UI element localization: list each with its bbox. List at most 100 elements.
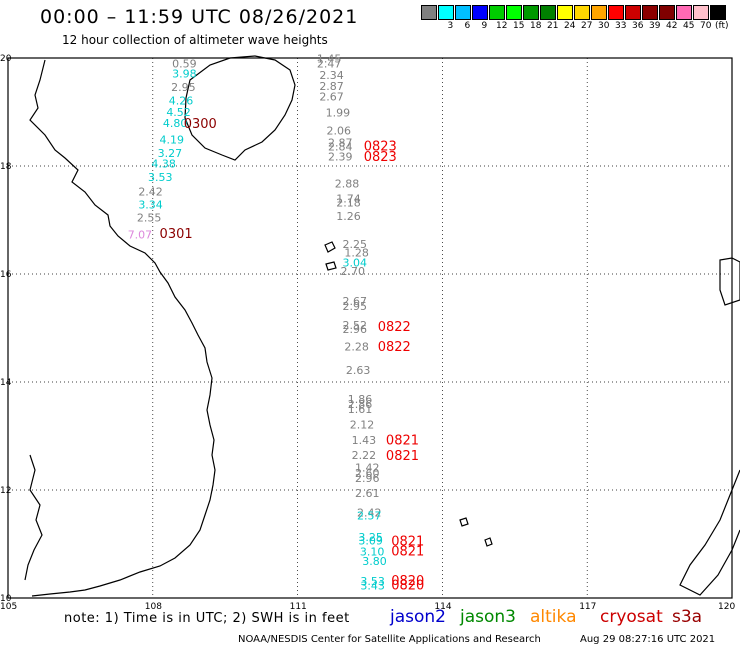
swh-value-label: 3.09 (358, 535, 383, 548)
colorbar-tick-label: 9 (481, 21, 488, 31)
longitude-label: 117 (579, 602, 596, 612)
swh-value-label: 3.53 (360, 575, 385, 588)
coastline (24, 55, 740, 597)
colorbar-swatch (438, 5, 454, 20)
swh-value-label: 3.25 (358, 531, 383, 544)
swh-value-label: 4.26 (169, 94, 194, 107)
colorbar-swatch (625, 5, 641, 20)
swh-value-label: 2.47 (317, 58, 342, 71)
colorbar-swatch (608, 5, 624, 20)
colorbar-swatch (642, 5, 658, 20)
swh-value-label: 2.87 (328, 137, 353, 150)
swh-value-label: 2.06 (327, 125, 352, 138)
swh-value-label: 2.12 (350, 418, 375, 431)
swh-value-label: 2.61 (355, 487, 380, 500)
generated-timestamp: Aug 29 08:27:16 UTC 2021 (580, 634, 716, 645)
swh-value-label: 2.52 (342, 319, 367, 332)
colorbar-tick-label: 21 (547, 21, 559, 31)
colorbar-swatch (693, 5, 709, 20)
pass-time-label: 0821 (386, 434, 419, 449)
longitude-label: 105 (0, 602, 17, 612)
page-subtitle: 12 hour collection of altimeter wave hei… (62, 33, 328, 47)
swh-value-label: 1.43 (352, 434, 377, 447)
swh-value-label: 2.60 (355, 467, 380, 480)
longitude-label: 114 (434, 602, 451, 612)
pass-time-label: 0821 (391, 544, 424, 559)
swh-value-label: 3.27 (158, 147, 183, 160)
colorbar-tick-label: 6 (464, 21, 471, 31)
colorbar-tick-label: 27 (581, 21, 593, 31)
swh-value-label: 3.98 (172, 67, 197, 80)
swh-value-label: 1.42 (355, 462, 380, 475)
pass-time-label: 0821 (386, 449, 419, 464)
colorbar-tick-label: 12 (496, 21, 508, 31)
colorbar-tick-label: 39 (649, 21, 661, 31)
colorbar-tick-label: 24 (564, 21, 576, 31)
swh-value-label: 3.04 (342, 256, 367, 269)
colorbar-swatch (472, 5, 488, 20)
colorbar-tick-label: 30 (598, 21, 610, 31)
cambodia-coastline (24, 454, 43, 581)
pass-time-label: 0820 (391, 578, 424, 593)
swh-value-label: 4.38 (151, 158, 176, 171)
colorbar-swatch (710, 5, 726, 20)
longitude-label: 120 (718, 602, 735, 612)
satellite-legend-item: cryosat (600, 607, 663, 627)
swh-value-label: 3.43 (360, 579, 385, 592)
hainan-coastline (184, 55, 296, 161)
colorbar-tick-label: 42 (666, 21, 678, 31)
spratly-island (484, 537, 493, 547)
swh-value-label: 2.87 (319, 80, 344, 93)
swh-value-label: 4.80 (163, 117, 188, 130)
swh-value-label: 2.39 (328, 151, 353, 164)
swh-value-label: 2.28 (344, 341, 369, 354)
swh-value-label: 2.42 (138, 186, 163, 199)
colorbar-swatch (659, 5, 675, 20)
satellite-legend-item: jason2 (390, 607, 446, 627)
pass-time-label: 0820 (391, 574, 424, 589)
swh-value-label: 2.84 (328, 140, 353, 153)
pass-time-label: 0823 (364, 139, 397, 154)
colorbar-swatch (574, 5, 590, 20)
map-frame (7, 57, 733, 599)
paracel-island (325, 261, 337, 271)
colorbar-swatch (676, 5, 692, 20)
colorbar-tick-label: 18 (530, 21, 542, 31)
colorbar-labels: 3 6 9 12 15 18 21 24 27 30 33 36 39 42 45 70 (ft) (421, 21, 740, 33)
swh-value-label: 2.42 (357, 506, 382, 519)
spratly-island (459, 517, 469, 527)
pass-time-label: 0300 (184, 117, 217, 132)
swh-value-label: 3.34 (138, 199, 163, 212)
palawan-coastline (679, 469, 740, 596)
units-note: note: 1) Time is in UTC; 2) SWH is in fe… (64, 611, 350, 626)
credit-line: NOAA/NESDIS Center for Satellite Applica… (238, 634, 541, 645)
swh-value-label: 2.63 (346, 364, 371, 377)
pass-time-label: 0822 (378, 320, 411, 335)
page-title: 00:00 – 11:59 UTC 08/26/2021 (40, 6, 359, 28)
satellite-legend-item: s3a (672, 607, 703, 627)
satellite-legend-item: altika (530, 607, 577, 627)
swh-value-label: 1.26 (336, 210, 361, 223)
colorbar-tick-label: 33 (615, 21, 627, 31)
swh-value-label: 3.53 (148, 171, 173, 184)
swh-value-label: 2.95 (342, 300, 367, 313)
swh-value-label: 1.99 (326, 106, 351, 119)
latitude-label: 18 (0, 162, 12, 172)
longitude-label: 108 (145, 602, 162, 612)
longitude-label: 111 (290, 602, 307, 612)
swh-value-label: 3.10 (360, 545, 385, 558)
pass-times: 0300030108230823082208220821082108210821… (160, 117, 425, 593)
pass-time-label: 0822 (378, 340, 411, 355)
swh-value-label: 1.61 (348, 403, 373, 416)
pass-time-label: 0821 (391, 535, 424, 550)
colorbar-units: (ft) (715, 21, 729, 31)
swh-value-label: 7.07 (128, 228, 152, 241)
swh-value-label: 2.88 (335, 178, 360, 191)
swh-value-label: 2.57 (357, 510, 382, 523)
colorbar-swatch (523, 5, 539, 20)
colorbar-tick-label: 3 (447, 21, 454, 31)
latitude-label: 16 (0, 270, 12, 280)
swh-value-label: 2.34 (319, 69, 344, 82)
